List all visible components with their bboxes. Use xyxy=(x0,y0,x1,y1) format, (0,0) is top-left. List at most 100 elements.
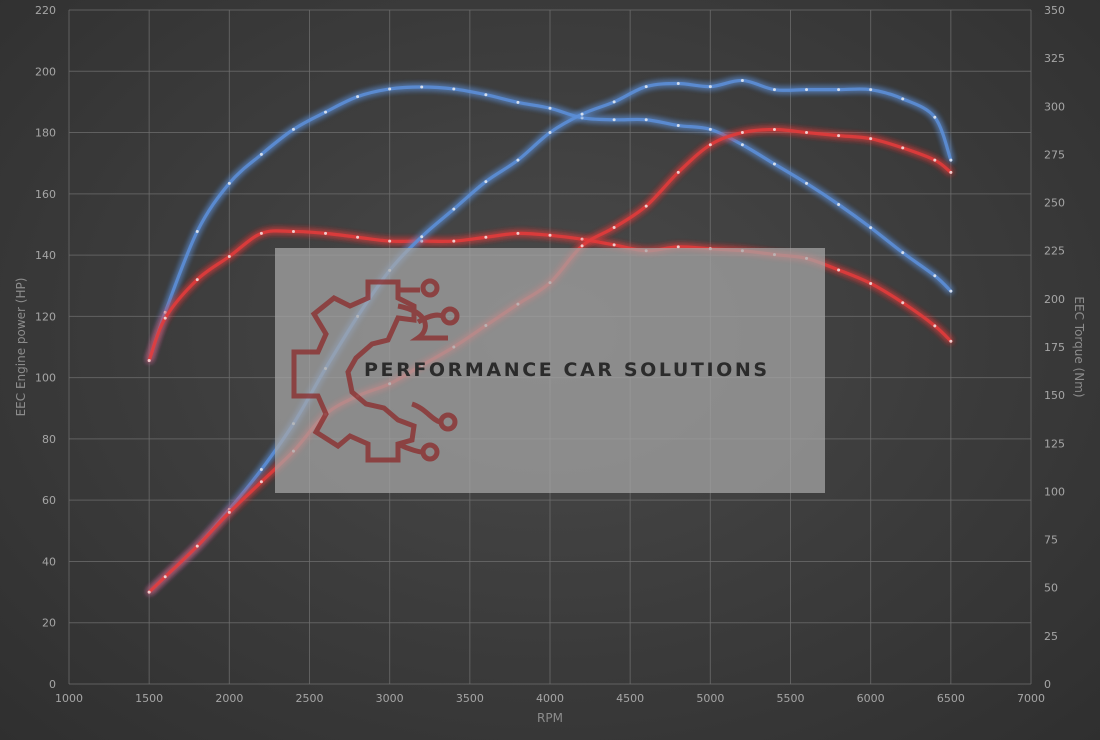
y2-tick-label: 125 xyxy=(1044,437,1065,450)
data-point xyxy=(901,301,905,305)
x-axis-ticks: 1000 1500 2000 2500 3000 3500 4000 4500 5000 5500… xyxy=(55,692,1045,705)
data-point xyxy=(484,180,488,184)
data-point xyxy=(901,146,905,150)
data-point xyxy=(452,207,456,211)
x-axis-title: RPM xyxy=(537,711,563,725)
y-tick-label: 100 xyxy=(35,372,56,385)
y2-tick-label: 75 xyxy=(1044,534,1058,547)
data-point xyxy=(259,480,263,484)
data-point xyxy=(708,85,712,89)
data-point xyxy=(420,85,424,89)
data-point xyxy=(227,510,231,514)
data-point xyxy=(772,88,776,92)
y-tick-label: 120 xyxy=(35,310,56,323)
data-point xyxy=(147,358,151,362)
data-point xyxy=(644,204,648,208)
data-point xyxy=(163,575,167,579)
data-point xyxy=(676,124,680,128)
data-point xyxy=(516,158,520,162)
y2-tick-label: 200 xyxy=(1044,293,1065,306)
data-point xyxy=(516,231,520,235)
y-axis-left-ticks: 0 20 40 60 80 100 120 140 160 180 200 220 xyxy=(35,4,56,691)
data-point xyxy=(388,239,392,243)
data-point xyxy=(612,118,616,122)
y-axis-right-title: EEC Torque (Nm) xyxy=(1072,296,1086,397)
data-point xyxy=(259,152,263,156)
x-tick-label: 4000 xyxy=(536,692,564,705)
data-point xyxy=(949,339,953,343)
y2-tick-label: 275 xyxy=(1044,148,1065,161)
y-tick-label: 0 xyxy=(49,678,56,691)
y-tick-label: 40 xyxy=(42,555,56,568)
data-point xyxy=(259,468,263,472)
y-tick-label: 80 xyxy=(42,433,56,446)
x-tick-label: 7000 xyxy=(1017,692,1045,705)
y2-tick-label: 100 xyxy=(1044,485,1065,498)
x-tick-label: 5000 xyxy=(696,692,724,705)
data-point xyxy=(580,116,584,120)
data-point xyxy=(291,127,295,131)
data-point xyxy=(420,239,424,243)
data-point xyxy=(949,289,953,293)
data-point xyxy=(612,226,616,230)
y-tick-label: 140 xyxy=(35,249,56,262)
y-tick-label: 160 xyxy=(35,188,56,201)
data-point xyxy=(548,106,552,110)
data-point xyxy=(740,143,744,147)
data-point xyxy=(933,158,937,162)
y2-tick-label: 250 xyxy=(1044,197,1065,210)
y-tick-label: 220 xyxy=(35,4,56,17)
data-point xyxy=(837,202,841,206)
data-point xyxy=(147,590,151,594)
y2-tick-label: 150 xyxy=(1044,389,1065,402)
brand-name: PERFORMANCE CAR SOLUTIONS xyxy=(364,359,770,381)
data-point xyxy=(420,235,424,239)
data-point xyxy=(901,251,905,255)
data-point xyxy=(516,100,520,104)
data-point xyxy=(580,237,584,241)
data-point xyxy=(805,88,809,92)
data-point xyxy=(772,162,776,166)
data-point xyxy=(740,131,744,135)
data-point xyxy=(227,181,231,185)
data-point xyxy=(837,88,841,92)
y2-tick-label: 350 xyxy=(1044,4,1065,17)
data-point xyxy=(805,131,809,135)
y-tick-label: 200 xyxy=(35,65,56,78)
data-point xyxy=(548,131,552,135)
y-axis-right-ticks: 0 25 50 75 100 125 150 175 200 225 250 275 300 325 350 xyxy=(1044,4,1065,691)
data-point xyxy=(869,137,873,141)
x-tick-label: 5500 xyxy=(777,692,805,705)
data-point xyxy=(869,226,873,230)
x-tick-label: 2500 xyxy=(296,692,324,705)
x-tick-label: 4500 xyxy=(616,692,644,705)
data-point xyxy=(869,281,873,285)
data-point xyxy=(612,243,616,247)
y2-tick-label: 175 xyxy=(1044,341,1065,354)
data-point xyxy=(676,82,680,86)
data-point xyxy=(259,231,263,235)
data-point xyxy=(676,170,680,174)
y2-tick-label: 300 xyxy=(1044,100,1065,113)
data-point xyxy=(740,78,744,82)
data-point xyxy=(580,112,584,116)
gear-logo-icon xyxy=(291,278,460,463)
x-tick-label: 6500 xyxy=(937,692,965,705)
data-point xyxy=(949,158,953,162)
y2-tick-label: 25 xyxy=(1044,630,1058,643)
data-point xyxy=(388,87,392,91)
data-point xyxy=(772,127,776,131)
data-point xyxy=(869,88,873,92)
data-point xyxy=(837,268,841,272)
y-tick-label: 60 xyxy=(42,494,56,507)
x-tick-label: 1000 xyxy=(55,692,83,705)
watermark: PERFORMANCE CAR SOLUTIONS xyxy=(275,248,825,493)
data-point xyxy=(580,244,584,248)
data-point xyxy=(291,229,295,233)
data-point xyxy=(195,544,199,548)
data-point xyxy=(163,310,167,314)
y2-tick-label: 0 xyxy=(1044,678,1051,691)
data-point xyxy=(356,235,360,239)
x-tick-label: 2000 xyxy=(215,692,243,705)
data-point xyxy=(227,254,231,258)
